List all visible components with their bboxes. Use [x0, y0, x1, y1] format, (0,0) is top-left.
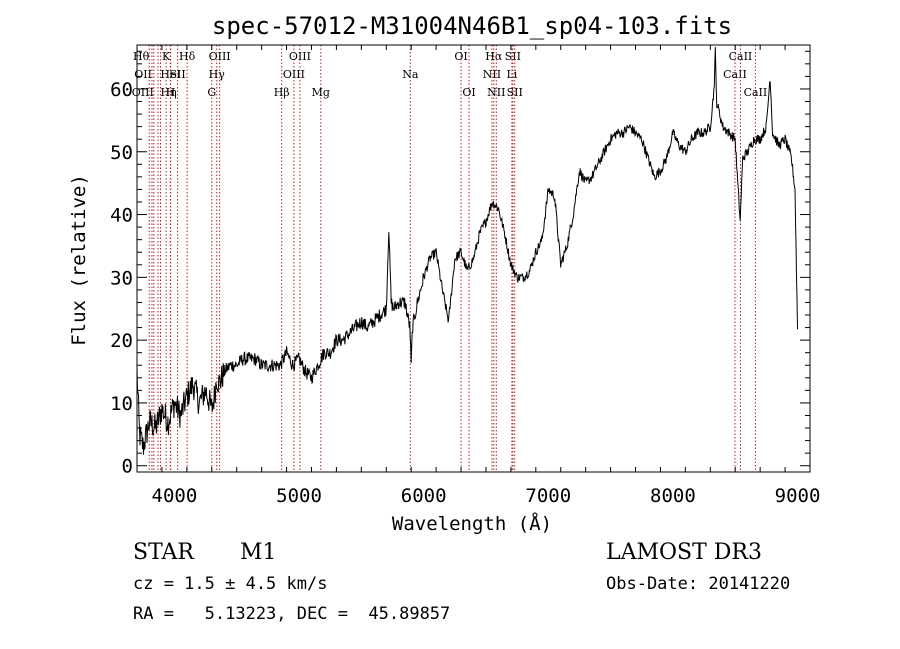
marker-label: OIII [132, 86, 154, 99]
marker-label: Hγ [209, 68, 226, 81]
marker-label: CaII [729, 50, 753, 63]
marker-label: Hα [485, 50, 503, 63]
y-tick-label: 10 [110, 393, 133, 415]
marker-label: OIII [209, 50, 231, 63]
y-axis-label: Flux (relative) [68, 174, 90, 346]
object-subclass: M1 [240, 540, 277, 565]
y-tick-label: 40 [110, 205, 133, 227]
spectrum-line [136, 47, 798, 455]
y-tick-label: 0 [122, 456, 133, 478]
x-tick-label: 7000 [525, 485, 571, 507]
marker-label: HeI [160, 68, 180, 81]
marker-label: OIII [289, 50, 311, 63]
marker-label: Mg [312, 86, 330, 99]
y-tick-label: 20 [110, 330, 133, 352]
obs-date: Obs-Date: 20141220 [606, 574, 791, 594]
x-tick-label: 4000 [152, 485, 198, 507]
object-class: STAR [133, 540, 194, 565]
marker-label: SII [505, 50, 521, 63]
marker-label: Na [402, 68, 419, 81]
spectrum-series [136, 47, 798, 455]
x-tick-label: 5000 [276, 485, 322, 507]
marker-label: K [162, 50, 171, 63]
marker-label: H [166, 86, 176, 99]
x-axis-ticks: 4000 5000 6000 7000 8000 9000 [136, 45, 821, 507]
marker-label: G [207, 86, 216, 99]
y-tick-label: 30 [110, 267, 133, 289]
x-tick-label: 9000 [775, 485, 821, 507]
y-tick-label: 60 [110, 79, 133, 101]
marker-label: SII [170, 68, 186, 81]
marker-label: SII [507, 86, 523, 99]
chart-title: spec-57012-M31004N46B1_sp04-103.fits [212, 12, 732, 40]
marker-label: Hδ [179, 50, 196, 63]
marker-label: OIII [283, 68, 305, 81]
x-axis-label: Wavelength (Å) [392, 512, 552, 535]
marker-label: Li [506, 68, 517, 81]
marker-label: Hβ [274, 86, 290, 99]
y-axis-ticks: 0 10 20 30 40 50 60 [110, 50, 810, 478]
marker-label: Hη [161, 86, 177, 99]
plot-frame [136, 44, 811, 473]
marker-label: CaII [744, 86, 768, 99]
marker-label: NII [487, 86, 505, 99]
x-tick-label: 6000 [401, 485, 447, 507]
survey-name: LAMOST DR3 [606, 540, 762, 565]
coordinates: RA = 5.13223, DEC = 45.89857 [133, 604, 451, 624]
y-tick-label: 50 [110, 142, 133, 164]
marker-label: Hθ [133, 50, 150, 63]
redshift-readout: cz = 1.5 ± 4.5 km/s [133, 574, 328, 594]
x-tick-label: 8000 [650, 485, 696, 507]
marker-label: OI [454, 50, 467, 63]
marker-label: NII [483, 68, 501, 81]
marker-label: CaII [723, 68, 747, 81]
marker-label: OI [462, 86, 475, 99]
marker-label: OII [134, 68, 152, 81]
